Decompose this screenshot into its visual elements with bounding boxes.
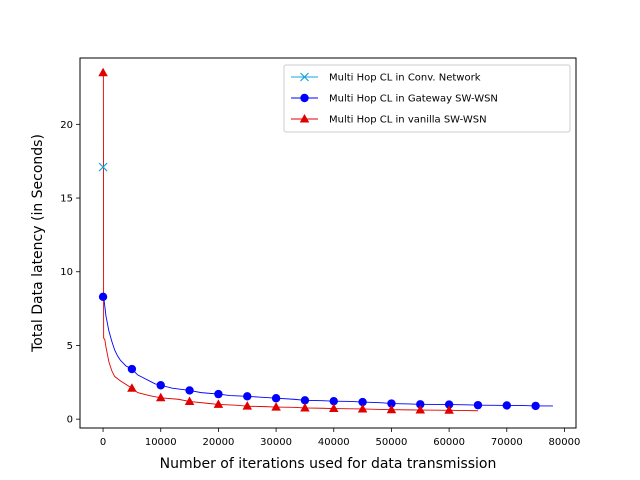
series-3-point: [155, 392, 166, 402]
y-tick-label: 0: [67, 415, 73, 426]
plot-frame: [79, 57, 577, 429]
x-tick-label: 70000: [491, 437, 523, 448]
series-3-point: [213, 399, 224, 408]
series-3-point: [386, 404, 397, 414]
series-2-point: [243, 392, 252, 401]
series-2-point: [502, 401, 511, 410]
legend-entry-1: Multi Hop CL in Conv. Network: [329, 73, 481, 84]
series-3-point: [329, 403, 339, 413]
series-2-point: [473, 400, 483, 410]
series-2-point: [271, 394, 281, 403]
series-markers: [98, 67, 540, 414]
series-2-point: [444, 400, 454, 409]
series-2-point: [358, 397, 367, 407]
series-2-point: [98, 292, 108, 302]
legend-marker-3: [299, 114, 310, 123]
x-tick-label: 40000: [318, 437, 350, 448]
x-tick-label: 50000: [376, 437, 408, 448]
series-2-point: [300, 396, 310, 405]
legend: Multi Hop CL in Conv. Network Multi Hop C…: [283, 64, 571, 133]
series-3-point: [444, 405, 454, 414]
legend-entry-2: Multi Hop CL in Gateway SW-WSN: [329, 94, 498, 105]
x-tick-label: 0: [100, 437, 106, 448]
legend-box: [283, 64, 571, 133]
series-2-point: [156, 381, 165, 390]
series-2-point: [531, 401, 540, 411]
series-2-point: [214, 389, 223, 399]
x-tick-label: 60000: [433, 437, 465, 448]
legend-entry-3: Multi Hop CL in vanilla SW-WSN: [329, 115, 487, 126]
y-tick-label: 5: [67, 341, 73, 352]
series-line-3: [102, 72, 478, 412]
x-axis-label: Number of iterations used for data trans…: [160, 456, 497, 472]
y-tick-label: 10: [60, 267, 73, 278]
series-3-point: [98, 67, 108, 77]
legend-marker-1: [300, 72, 309, 82]
series-3-point: [184, 396, 195, 405]
series-3-point: [127, 383, 137, 392]
x-tick-label: 80000: [549, 437, 581, 448]
series-3-point: [242, 401, 253, 410]
y-tick-label: 20: [60, 120, 73, 131]
x-tick-label: 20000: [203, 437, 235, 448]
series-2-point: [329, 396, 338, 406]
x-axis-ticks: 0 10000 20000 30000 40000 50000 60000 70000 8000…: [100, 428, 580, 448]
series-2-point: [185, 386, 194, 395]
series-2-point: [416, 400, 425, 409]
y-tick-label: 15: [60, 194, 73, 205]
series-3-point: [300, 402, 310, 412]
y-axis-ticks: 0 5 10 15 20: [60, 120, 80, 426]
x-tick-label: 30000: [260, 437, 292, 448]
series-1-point: [98, 162, 108, 172]
series-3-point: [415, 405, 426, 414]
series-3-point: [357, 403, 368, 413]
y-axis-label: Total Data latency (in Seconds): [30, 134, 46, 353]
series-2-point: [387, 399, 396, 408]
series-3-point: [271, 402, 281, 411]
x-tick-label: 10000: [145, 437, 177, 448]
legend-marker-2: [300, 93, 309, 103]
series-2-point: [127, 364, 137, 374]
